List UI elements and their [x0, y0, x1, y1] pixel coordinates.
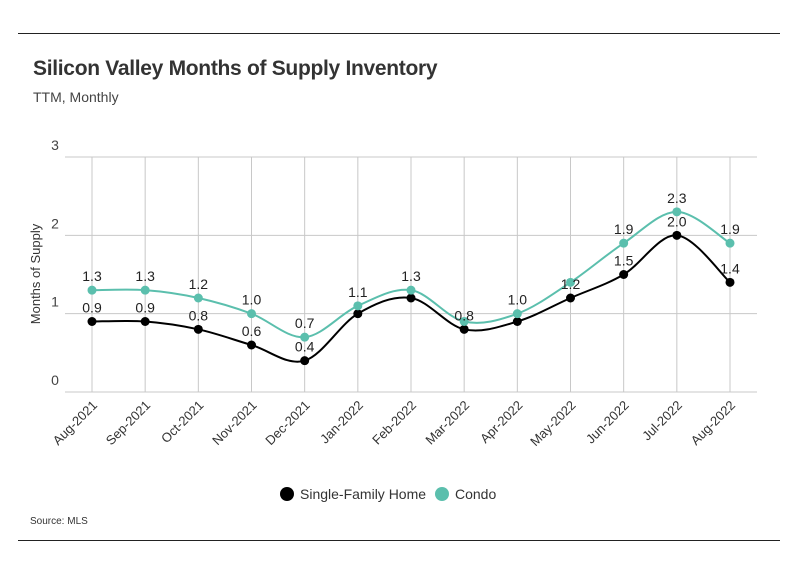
data-point: [512, 309, 522, 319]
bottom-rule: [18, 540, 780, 541]
x-tick-label: Dec-2021: [262, 398, 312, 448]
chart-subtitle: TTM, Monthly: [33, 89, 119, 105]
data-point: [725, 277, 735, 287]
legend-marker: [435, 487, 449, 501]
data-label: 1.1: [348, 284, 368, 300]
legend-label: Single-Family Home: [300, 486, 426, 502]
data-point: [566, 277, 575, 287]
y-axis-label: Months of Supply: [28, 223, 43, 324]
legend-label: Condo: [455, 486, 496, 502]
data-point: [193, 324, 203, 334]
data-label: 1.3: [135, 268, 155, 284]
data-label: 2.3: [667, 190, 687, 206]
data-point: [619, 238, 629, 248]
data-point: [247, 309, 256, 319]
data-point: [725, 238, 735, 248]
data-label: 1.5: [614, 253, 634, 269]
data-label: 1.9: [720, 221, 740, 237]
data-label: 0.9: [135, 300, 155, 316]
data-label: 1.2: [561, 276, 581, 292]
source-note: Source: MLS: [30, 516, 88, 527]
data-label: 0.7: [295, 315, 315, 331]
data-point: [140, 317, 150, 326]
x-tick-label: Mar-2022: [422, 398, 472, 448]
x-tick-label: Aug-2021: [50, 398, 100, 448]
data-point: [566, 293, 575, 303]
data-label: 0.6: [242, 323, 262, 339]
y-tick-label: 0: [51, 372, 59, 388]
chart-title: Silicon Valley Months of Supply Inventor…: [33, 57, 438, 80]
data-label: 1.0: [508, 292, 528, 308]
data-point: [459, 324, 469, 334]
legend-marker: [280, 487, 294, 501]
data-label: 1.3: [401, 268, 421, 284]
y-tick-label: 2: [51, 215, 59, 231]
data-point: [459, 317, 469, 326]
data-point: [353, 301, 363, 311]
x-tick-label: Sep-2021: [103, 398, 153, 448]
data-point: [87, 317, 97, 326]
data-point: [353, 309, 363, 319]
data-point: [193, 293, 203, 303]
data-point: [247, 340, 256, 350]
top-rule: [18, 33, 780, 34]
data-label: 1.4: [720, 260, 740, 276]
data-label: 1.3: [82, 268, 102, 284]
x-tick-label: Oct-2021: [158, 398, 206, 446]
x-tick-label: Aug-2022: [688, 398, 738, 448]
data-label: 0.9: [82, 300, 102, 316]
x-tick-label: May-2022: [527, 398, 578, 449]
x-tick-label: Jul-2022: [639, 398, 685, 444]
data-label: 2.0: [667, 213, 687, 229]
data-label: 1.0: [242, 292, 262, 308]
data-point: [672, 230, 682, 240]
x-tick-label: Feb-2022: [369, 398, 419, 448]
data-label: 0.4: [295, 339, 315, 355]
data-label: 0.8: [189, 307, 209, 323]
data-point: [512, 317, 522, 326]
data-point: [406, 293, 416, 303]
x-tick-label: Jun-2022: [583, 398, 632, 447]
y-tick-label: 3: [51, 137, 59, 153]
data-label: 1.2: [189, 276, 209, 292]
data-point: [300, 356, 310, 366]
x-tick-label: Nov-2021: [209, 398, 259, 448]
data-point: [619, 270, 629, 279]
y-tick-label: 1: [51, 294, 59, 310]
data-point: [87, 285, 97, 295]
x-tick-label: Apr-2022: [477, 398, 525, 446]
data-point: [300, 332, 310, 342]
data-point: [140, 285, 150, 295]
x-tick-label: Jan-2022: [317, 398, 366, 447]
data-point: [672, 207, 682, 217]
data-point: [406, 285, 416, 295]
data-label: 0.8: [454, 307, 474, 323]
data-label: 1.9: [614, 221, 634, 237]
